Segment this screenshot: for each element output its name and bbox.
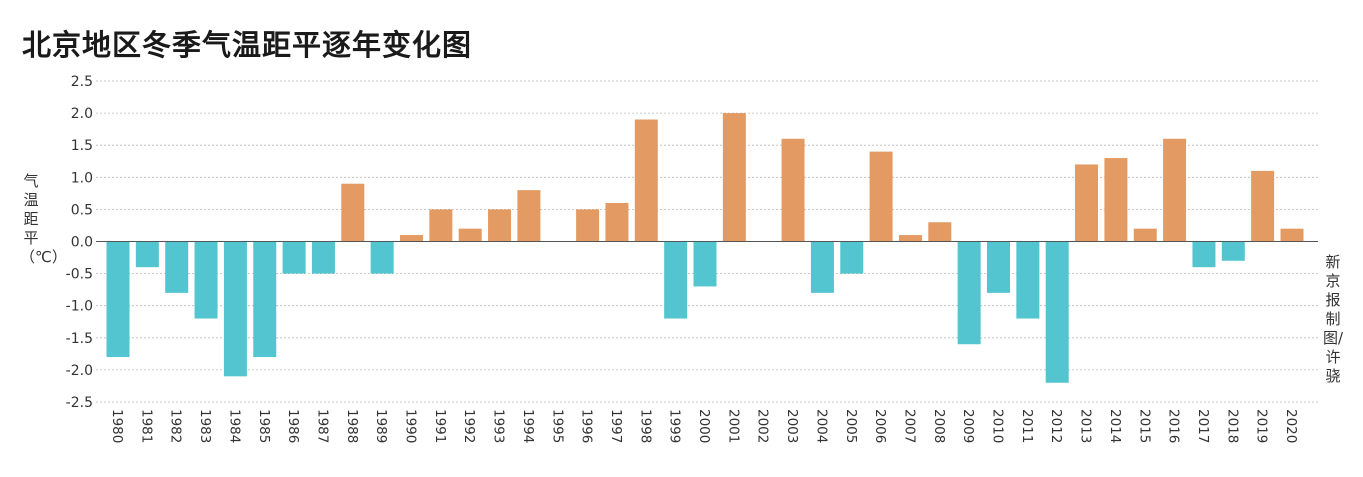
x-tick-label: 2007 (901, 409, 917, 443)
bar-1983 (194, 241, 218, 319)
y-tick-label: 2.5 (71, 74, 93, 90)
bar-1993 (488, 209, 512, 242)
bar-2016 (1163, 138, 1187, 242)
x-tick-label: 1989 (373, 409, 389, 443)
x-tick-label: 1980 (109, 409, 125, 443)
x-tick-label: 2008 (931, 409, 947, 443)
x-tick-label: 1988 (344, 409, 360, 443)
x-tick-label: 2010 (990, 409, 1006, 443)
bar-2017 (1192, 241, 1216, 268)
y-tick-label: 0.5 (71, 202, 93, 218)
x-tick-label: 2006 (872, 409, 888, 443)
x-tick-label: 1982 (168, 409, 184, 443)
bar-1990 (400, 235, 423, 242)
bar-2003 (781, 138, 805, 242)
x-tick-label: 1983 (197, 409, 213, 443)
bar-1994 (517, 190, 541, 242)
x-tick-label: 1990 (403, 409, 419, 443)
bar-2001 (722, 113, 746, 242)
x-tick-label: 2000 (696, 409, 712, 443)
bar-2015 (1133, 228, 1157, 242)
bar-1987 (311, 241, 335, 274)
x-tick-label: 1996 (579, 409, 595, 443)
bar-2006 (869, 151, 893, 242)
bar-1996 (576, 209, 600, 242)
x-tick-label: 2002 (755, 409, 771, 443)
bar-2008 (928, 222, 952, 242)
bar-2011 (1016, 241, 1040, 319)
bar-1999 (664, 241, 688, 319)
bar-2010 (987, 241, 1010, 293)
x-tick-label: 2004 (813, 409, 829, 443)
bar-2004 (810, 241, 834, 293)
x-tick-labels: 1980 1981 1982 1983 1984 1985 1986 1987 1988 1989… (109, 409, 1299, 443)
y-tick-label: -0.5 (66, 267, 93, 283)
bar-1988 (341, 183, 365, 242)
bar-1980 (106, 241, 130, 358)
bar-1985 (253, 241, 277, 358)
x-tick-label: 2018 (1224, 409, 1240, 443)
x-tick-label: 2003 (784, 409, 800, 443)
x-tick-label: 1997 (608, 409, 624, 443)
bar-1992 (458, 228, 482, 242)
bar-1982 (165, 241, 189, 293)
x-tick-label: 2012 (1048, 409, 1064, 443)
y-tick-label: 1.0 (71, 170, 93, 186)
bar-2012 (1045, 241, 1069, 383)
x-tick-label: 1992 (461, 409, 477, 443)
bar-1984 (223, 241, 247, 377)
bar-2013 (1075, 164, 1099, 242)
x-tick-label: 1998 (637, 409, 653, 443)
bar-1986 (282, 241, 306, 274)
x-tick-label: 2019 (1254, 409, 1270, 443)
y-tick-label: -1.0 (66, 299, 93, 315)
bar-1991 (429, 209, 453, 242)
bar-2020 (1280, 228, 1304, 242)
x-tick-label: 2016 (1166, 409, 1182, 443)
bar-2009 (957, 241, 981, 345)
x-tick-label: 2014 (1107, 409, 1123, 443)
x-tick-label: 2013 (1078, 409, 1094, 443)
x-tick-label: 2009 (960, 409, 976, 443)
bar-1989 (370, 241, 394, 274)
x-tick-label: 1986 (285, 409, 301, 443)
bars (106, 113, 1304, 383)
bar-2007 (898, 235, 922, 242)
bar-2000 (693, 241, 717, 287)
x-tick-label: 2005 (843, 409, 859, 443)
y-tick-label: 0.0 (71, 235, 93, 251)
bar-2018 (1221, 241, 1245, 261)
y-tick-label: 1.5 (71, 138, 93, 154)
chart-credit: 新京报制图/许骁 (1322, 253, 1344, 385)
bar-2014 (1104, 158, 1128, 242)
x-tick-label: 2020 (1283, 409, 1299, 443)
bar-1997 (605, 202, 629, 242)
x-tick-label: 1991 (432, 409, 448, 443)
y-tick-label: -2.0 (66, 363, 93, 379)
y-tick-label: -1.5 (66, 331, 93, 347)
bar-1998 (634, 119, 658, 242)
x-tick-label: 2001 (725, 409, 741, 443)
bar-2019 (1251, 170, 1275, 242)
y-tick-labels: 2.5 2.0 1.5 1.0 0.5 0.0 -0.5 -1.0 -1.5 -2.0 -2.5 (66, 74, 93, 411)
x-tick-label: 1993 (491, 409, 507, 443)
x-tick-label: 1985 (256, 409, 272, 443)
y-tick-label: -2.5 (66, 395, 93, 411)
bar-2005 (840, 241, 864, 274)
x-tick-label: 1999 (667, 409, 683, 443)
x-tick-label: 1995 (549, 409, 565, 443)
x-tick-label: 2011 (1019, 409, 1035, 443)
y-tick-label: 2.0 (71, 106, 93, 122)
chart-title: 北京地区冬季气温距平逐年变化图 (22, 28, 473, 62)
x-tick-label: 1984 (226, 409, 242, 443)
x-tick-label: 2015 (1136, 409, 1152, 443)
x-tick-label: 1981 (138, 409, 154, 443)
x-tick-label: 1994 (520, 409, 536, 443)
x-tick-label: 2017 (1195, 409, 1211, 443)
x-tick-label: 1987 (314, 409, 330, 443)
bar-1981 (135, 241, 159, 268)
